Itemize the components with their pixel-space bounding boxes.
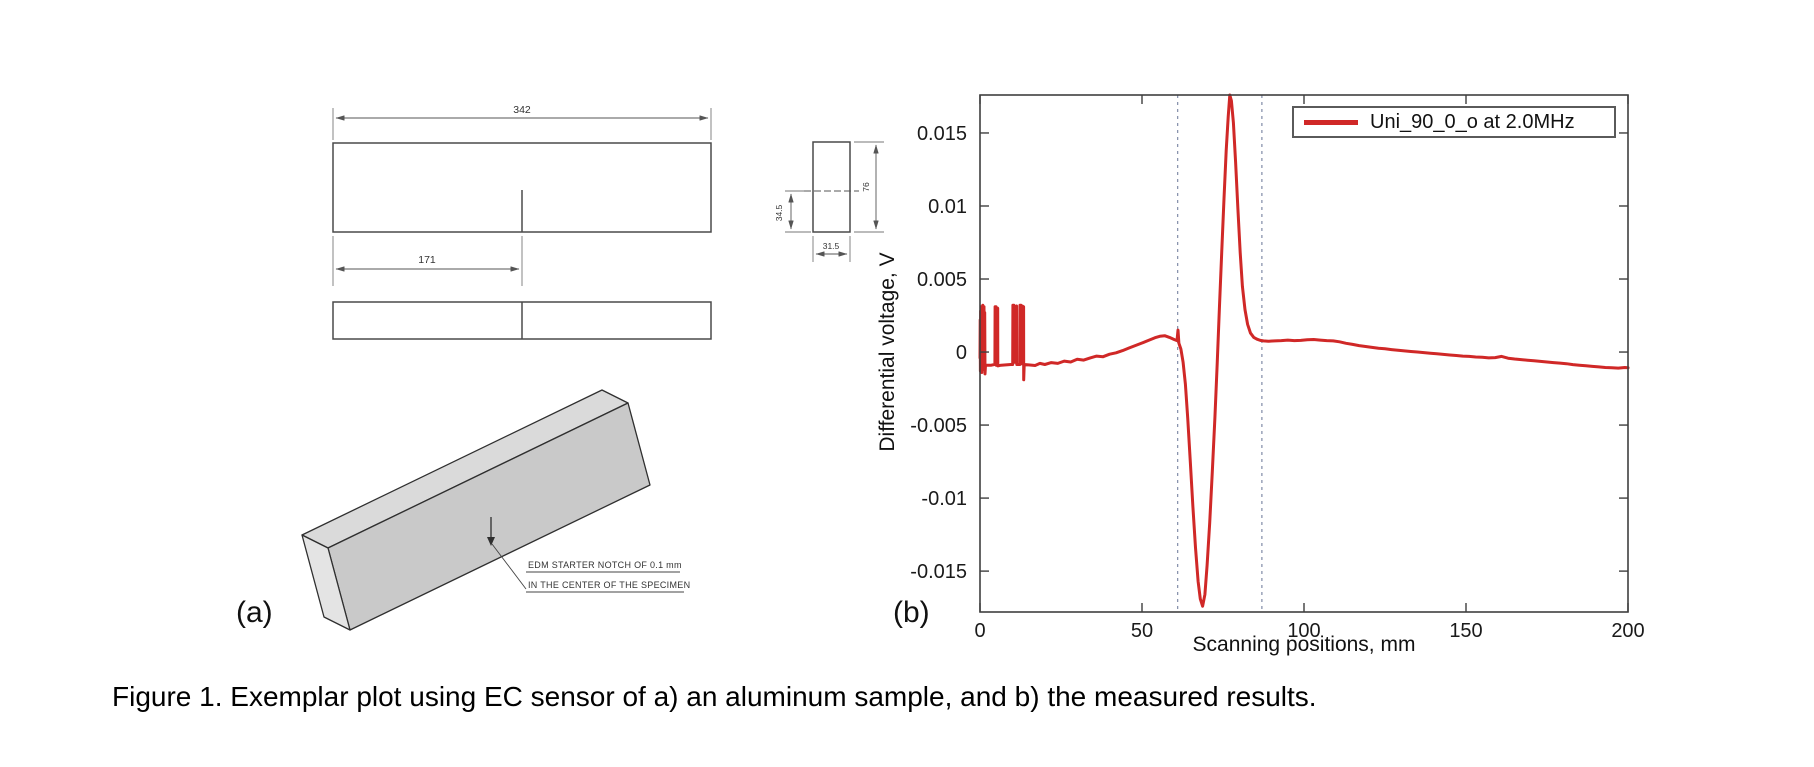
notch-annotation-line1: EDM STARTER NOTCH OF 0.1 mm (528, 560, 682, 570)
x-tick-label: 50 (1131, 620, 1153, 642)
chart-legend: Uni_90_0_o at 2.0MHz (1292, 106, 1616, 138)
dim-label-171: 171 (418, 254, 436, 266)
y-tick-label: -0.015 (910, 561, 967, 583)
x-tick-label: 0 (974, 620, 985, 642)
y-tick-label: 0.01 (928, 196, 967, 218)
panel-a-label: (a) (236, 596, 273, 629)
notch-wedge-3d (487, 537, 495, 546)
x-tick-label: 100 (1287, 620, 1320, 642)
specimen-end-view (812, 141, 851, 233)
dim-label-34-5: 34.5 (774, 204, 784, 221)
specimen-drawing: 342 171 76 34.5 31.5 EDM STARTER NOT (301, 104, 884, 631)
dim-label-31-5: 31.5 (823, 241, 840, 251)
notch-annotation-line2: IN THE CENTER OF THE SPECIMEN (528, 580, 690, 590)
bar-end-face (301, 534, 351, 631)
signal-line (978, 93, 1630, 608)
figure-caption: Figure 1. Exemplar plot using EC sensor … (112, 681, 1317, 712)
dim-label-342: 342 (513, 104, 531, 116)
ec-scan-chart: 0 50 100 150 200 -0.015 -0.01 -0.005 0 0.005 0.01 0… (910, 93, 1645, 642)
x-tick-label: 200 (1611, 620, 1644, 642)
plot-frame (979, 94, 1629, 613)
y-tick-label: 0 (956, 342, 967, 364)
y-tick-label: -0.005 (910, 415, 967, 437)
leader-line (491, 543, 527, 590)
x-tick-label: 150 (1449, 620, 1482, 642)
y-tick-label: 0.005 (917, 269, 967, 291)
dim-label-76: 76 (861, 182, 871, 192)
y-tick-label: 0.015 (917, 123, 967, 145)
panel-b-label: (b) (893, 596, 930, 629)
legend-entry-label: Uni_90_0_o at 2.0MHz (1370, 110, 1575, 133)
y-axis-label: Differential voltage, V (876, 252, 899, 452)
x-axis-label: Scanning positions, mm (1192, 633, 1416, 656)
y-tick-label: -0.01 (921, 488, 967, 510)
legend-line-swatch (1304, 119, 1358, 125)
